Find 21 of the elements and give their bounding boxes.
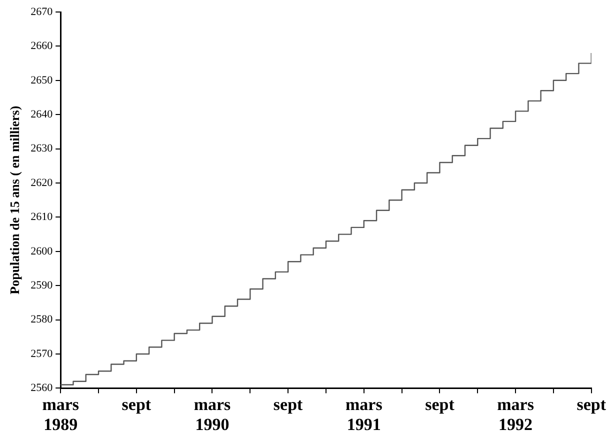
y-tick-label: 2620 (30, 176, 54, 189)
x-tick-label: mars 1990 (194, 394, 232, 434)
y-tick-label: 2570 (30, 348, 54, 360)
x-tick-label: sept (425, 394, 455, 414)
x-tick-label: sept (576, 394, 606, 414)
y-tick-label: 2580 (30, 314, 54, 326)
x-tick-label: mars 1991 (345, 394, 383, 434)
y-tick-label: 2590 (30, 279, 54, 292)
y-tick-label: 2640 (30, 108, 54, 120)
x-tick-label: sept (273, 394, 304, 414)
y-tick-label: 2560 (30, 382, 54, 394)
x-tick-label: mars 1989 (42, 394, 80, 434)
x-tick-label: sept (122, 394, 152, 414)
y-tick-label: 2650 (30, 74, 54, 86)
y-tick-label: 2660 (30, 40, 54, 52)
y-tick-label: 2600 (30, 245, 54, 258)
x-tick-label: mars 1992 (497, 394, 534, 434)
y-axis-title: Population de 15 ans ( en milliers) (7, 106, 22, 294)
y-tick-label: 2630 (30, 142, 54, 155)
y-tick-label: 2610 (30, 211, 54, 224)
y-tick-label: 2670 (30, 6, 54, 18)
